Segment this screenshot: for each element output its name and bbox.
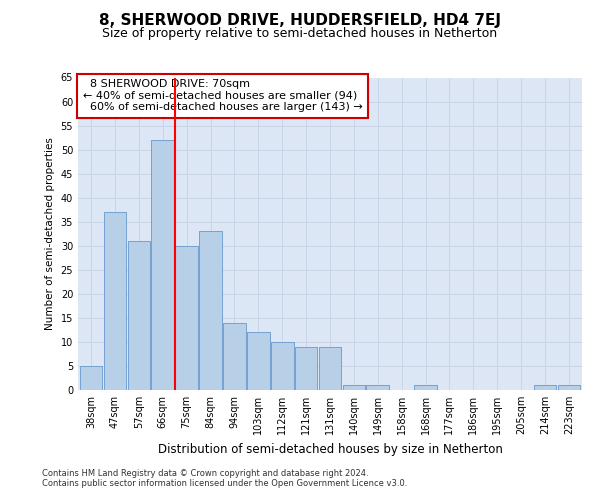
Y-axis label: Number of semi-detached properties: Number of semi-detached properties	[45, 138, 55, 330]
Bar	[533, 385, 556, 390]
Bar	[271, 342, 293, 390]
Text: 8, SHERWOOD DRIVE, HUDDERSFIELD, HD4 7EJ: 8, SHERWOOD DRIVE, HUDDERSFIELD, HD4 7EJ	[99, 12, 501, 28]
Bar	[104, 212, 127, 390]
Bar	[175, 246, 198, 390]
Bar	[557, 385, 580, 390]
Bar	[247, 332, 269, 390]
Bar	[223, 322, 246, 390]
Bar	[367, 385, 389, 390]
X-axis label: Distribution of semi-detached houses by size in Netherton: Distribution of semi-detached houses by …	[158, 442, 502, 456]
Text: Size of property relative to semi-detached houses in Netherton: Size of property relative to semi-detach…	[103, 28, 497, 40]
Bar	[128, 241, 150, 390]
Bar	[199, 232, 222, 390]
Text: Contains HM Land Registry data © Crown copyright and database right 2024.: Contains HM Land Registry data © Crown c…	[42, 468, 368, 477]
Bar	[414, 385, 437, 390]
Text: Contains public sector information licensed under the Open Government Licence v3: Contains public sector information licen…	[42, 478, 407, 488]
Bar	[295, 346, 317, 390]
Text: 8 SHERWOOD DRIVE: 70sqm
← 40% of semi-detached houses are smaller (94)
  60% of : 8 SHERWOOD DRIVE: 70sqm ← 40% of semi-de…	[83, 79, 363, 112]
Bar	[319, 346, 341, 390]
Bar	[80, 366, 103, 390]
Bar	[151, 140, 174, 390]
Bar	[343, 385, 365, 390]
